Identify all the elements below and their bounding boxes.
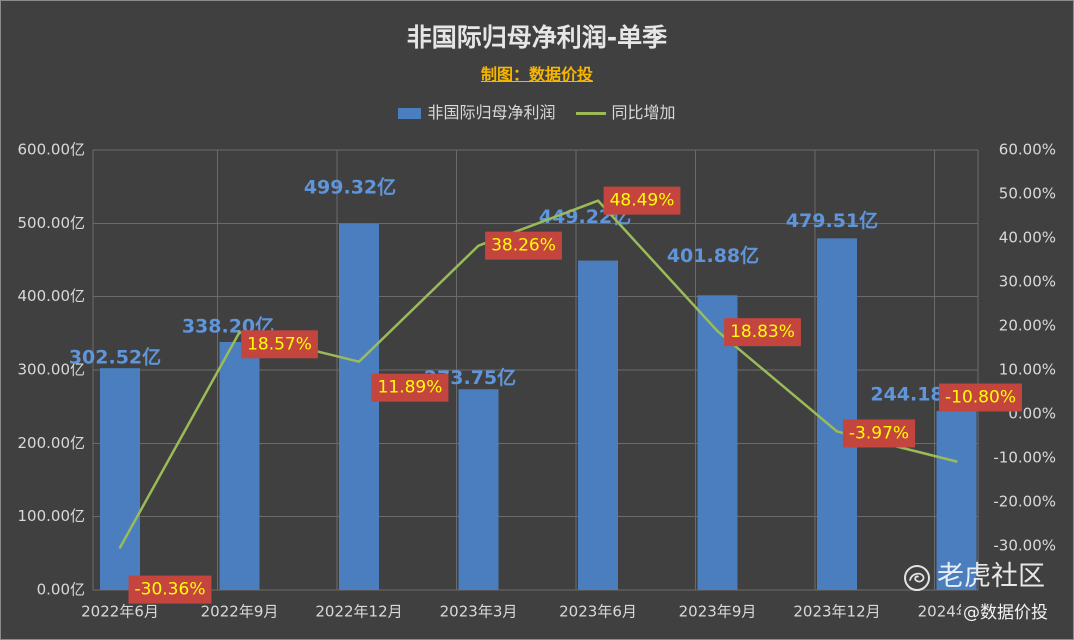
legend-swatch-line xyxy=(575,111,606,115)
y-right-tick-label-3: -10.00% xyxy=(993,449,1056,467)
yoy-label-text-3: 11.89% xyxy=(378,378,443,398)
chart-subtitle-wrap: 制图：数据价投 xyxy=(0,64,1074,86)
yoy-labels: -30.36% 18.57% 11.89% 38.26% 48.49% 18.83% -3.… xyxy=(128,186,1022,604)
legend-item-yoy: 同比增加 xyxy=(575,102,676,124)
bar-8 xyxy=(936,410,977,590)
bar-2 xyxy=(219,341,260,590)
yoy-label-5: 48.49% xyxy=(603,186,681,215)
yoy-point-6 xyxy=(716,329,719,333)
x-tick-label-7: 2023年12月 xyxy=(793,603,880,621)
yoy-label-box-3 xyxy=(371,373,449,402)
legend: 非国际归母净利润 同比增加 xyxy=(0,102,1074,124)
bar-7 xyxy=(817,238,857,591)
y-left-tick-label-2: 100.00亿 xyxy=(18,507,86,525)
tiger-logo-icon xyxy=(903,564,931,592)
bar-label-3: 499.32亿 xyxy=(304,175,396,198)
y-right-tick-label-1: -30.00% xyxy=(993,537,1056,555)
y-left-tick-label-7: 600.00亿 xyxy=(18,141,86,159)
chart-title: 非国际归母净利润-单季 xyxy=(406,23,668,52)
watermark-handle: @数据价投 xyxy=(961,602,1050,624)
y-right-tick-label-8: 40.00% xyxy=(999,229,1056,247)
yoy-label-box-5 xyxy=(603,186,681,215)
bar-5 xyxy=(578,260,618,590)
yoy-label-box-1 xyxy=(128,575,212,604)
yoy-label-text-7: -3.97% xyxy=(849,423,909,443)
chart-subtitle: 制图：数据价投 xyxy=(480,65,593,84)
yoy-label-6: 18.83% xyxy=(724,318,801,347)
x-tick-label-3: 2022年12月 xyxy=(315,603,402,621)
yoy-point-4 xyxy=(477,244,480,247)
yoy-label-8: -10.80% xyxy=(939,383,1022,412)
yoy-point-2 xyxy=(238,331,241,334)
x-tick-label-6: 2023年9月 xyxy=(679,603,757,621)
y-right-tick-label-5: 10.00% xyxy=(999,361,1056,379)
bar-label-6: 401.88亿 xyxy=(667,244,759,267)
y-axis-left: 0.00亿 100.00亿 200.00亿 300.00亿 400.00亿 500.00亿… xyxy=(18,141,86,599)
y-right-tick-label-10: 60.00% xyxy=(999,141,1056,159)
yoy-point-5 xyxy=(596,199,600,202)
y-left-tick-label-4: 300.00亿 xyxy=(18,361,86,379)
legend-item-profit: 非国际归母净利润 xyxy=(398,102,556,124)
yoy-point-1 xyxy=(118,546,122,549)
yoy-label-text-6: 18.83% xyxy=(730,322,795,342)
y-left-tick-label-5: 400.00亿 xyxy=(18,287,86,305)
yoy-point-8 xyxy=(955,460,958,463)
yoy-label-text-4: 38.26% xyxy=(491,236,556,256)
bar-label-1: 302.52亿 xyxy=(69,346,161,369)
yoy-label-box-4 xyxy=(485,231,562,260)
yoy-label-1: -30.36% xyxy=(128,575,212,604)
x-tick-label-2: 2022年9月 xyxy=(201,603,279,621)
x-axis: 2022年6月 2022年9月 2022年12月 2023年3月 2023年6月 2023… xyxy=(81,603,995,621)
x-tick-label-4: 2023年3月 xyxy=(440,603,518,621)
yoy-label-text-8: -10.80% xyxy=(945,388,1016,408)
bar-1 xyxy=(100,368,140,590)
bar-label-7: 479.51亿 xyxy=(786,209,878,232)
yoy-point-7 xyxy=(835,430,839,433)
yoy-label-text-2: 18.57% xyxy=(247,334,312,354)
yoy-point-3 xyxy=(357,360,361,363)
yoy-label-4: 38.26% xyxy=(485,231,562,260)
yoy-label-box-7 xyxy=(842,419,916,448)
yoy-label-box-8 xyxy=(939,383,1022,412)
bar-4 xyxy=(458,389,499,590)
legend-label-yoy: 同比增加 xyxy=(611,103,676,122)
yoy-label-3: 11.89% xyxy=(371,373,449,402)
y-right-tick-label-7: 30.00% xyxy=(999,273,1056,291)
yoy-label-7: -3.97% xyxy=(842,419,916,448)
y-right-tick-label-9: 50.00% xyxy=(999,185,1056,203)
bars xyxy=(100,223,977,591)
yoy-label-2: 18.57% xyxy=(241,330,318,359)
y-left-tick-label-1: 0.00亿 xyxy=(37,581,85,599)
yoy-label-box-2 xyxy=(241,330,318,359)
y-axis-right: -30.00%-20.00%-10.00%0.00%10.00%20.00%30… xyxy=(993,141,1056,555)
y-left-tick-label-6: 500.00亿 xyxy=(18,214,86,232)
yoy-label-text-5: 48.49% xyxy=(610,191,675,211)
legend-label-profit: 非国际归母净利润 xyxy=(427,103,556,122)
yoy-label-box-6 xyxy=(724,318,801,347)
yoy-label-text-1: -30.36% xyxy=(135,580,206,600)
bar-3 xyxy=(339,223,379,590)
y-right-tick-label-2: -20.00% xyxy=(993,493,1056,511)
y-right-tick-label-6: 20.00% xyxy=(999,317,1056,335)
y-left-tick-label-3: 200.00亿 xyxy=(18,434,86,452)
legend-swatch-bar xyxy=(398,107,422,119)
x-tick-label-1: 2022年6月 xyxy=(81,603,159,621)
watermark-brand: 老虎社区 xyxy=(937,561,1045,592)
x-tick-label-5: 2023年6月 xyxy=(559,603,637,621)
